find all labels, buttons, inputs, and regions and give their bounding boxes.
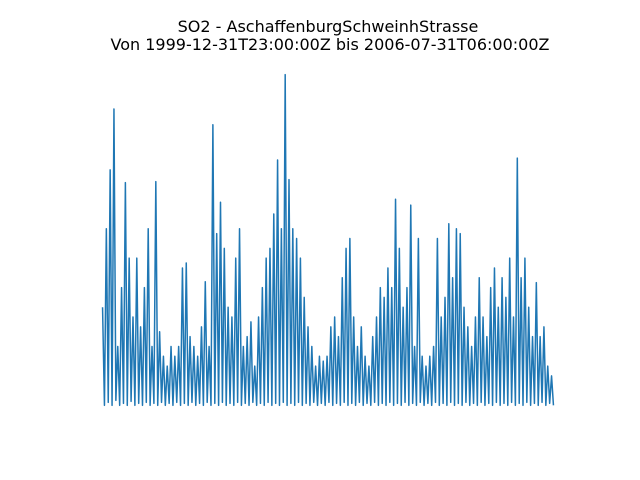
- chart-title: SO2 - AschaffenburgSchweinhStrasse: [178, 17, 479, 36]
- data-line: [101, 73, 555, 407]
- chart-subtitle: Von 1999-12-31T23:00:00Z bis 2006-07-31T…: [111, 35, 550, 54]
